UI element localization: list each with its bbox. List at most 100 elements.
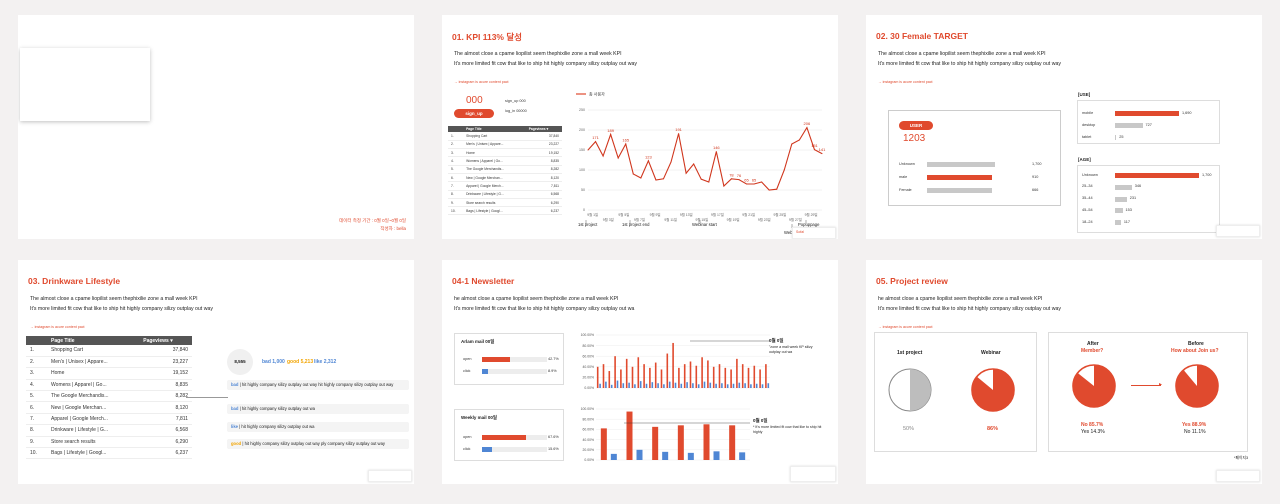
y-tick-label: 40.00% [583, 438, 595, 442]
table-row[interactable]: 10. Bags | Lifestyle | Googl... 6,237 [26, 447, 192, 460]
row-page-title[interactable]: Shopping Cart [463, 132, 526, 141]
bar-open [703, 424, 710, 460]
arrow-head-icon: ▸ [1159, 382, 1163, 388]
data-label: 189 [607, 128, 614, 133]
bar-label: 18–24 [1082, 219, 1093, 224]
page-note: *페이지3 [1234, 456, 1249, 460]
row-page-title[interactable]: Apparel | Google Merch... [463, 181, 526, 191]
y-tick-label: 200 [579, 128, 585, 132]
slide-note: → instagram is acure content pact [878, 325, 933, 329]
data-point [723, 185, 725, 187]
table-row[interactable]: 6. New | Google Merchan... 8,120 [26, 401, 192, 414]
table-header-title[interactable]: Page Title [47, 336, 140, 345]
bar-click [636, 449, 643, 460]
table-row[interactable]: 3. Home 19,152 [448, 148, 562, 158]
thumbnail-preview[interactable]: Sofal [792, 227, 836, 239]
table-row[interactable]: 6. New | Google Merchan... 8,120 [448, 173, 562, 183]
thumbnail-preview[interactable] [1216, 470, 1260, 482]
row-page-title[interactable]: New | Google Merchan... [463, 173, 526, 183]
row-page-title[interactable]: Store search results [47, 436, 140, 449]
slide-female-target[interactable]: 02. 30 Female TARGET The almost close a … [866, 15, 1262, 239]
slide-newsletter[interactable]: 04-1 Newsletter he almost close a cpame … [442, 260, 838, 484]
thumbnail-preview[interactable] [1216, 225, 1260, 237]
row-page-title[interactable]: Apparel | Google Merch... [47, 413, 140, 426]
bar-open [596, 366, 599, 388]
row-page-title[interactable]: Bags | Lifestyle | Googl... [463, 206, 526, 216]
table-row[interactable]: 9. Store search results 6,290 [448, 198, 562, 208]
table-row[interactable]: 5. The Google Merchandis... 8,282 [26, 390, 192, 403]
measure-period: 데이터 측정 기간 : 0월 0일~0월 0일 [339, 218, 406, 223]
row-page-title[interactable]: Men's | Unisex | Appare... [463, 140, 526, 150]
table-row[interactable]: 4. Womens | Apparel | Go... 8,835 [448, 156, 562, 166]
table-row[interactable]: 8. Drinkware | Lifestyle | G... 6,568 [26, 424, 192, 437]
feedback-item[interactable]: good | hit highly company silizy outplay… [227, 439, 409, 449]
bar-open [626, 411, 633, 460]
bar-click [645, 383, 648, 388]
row-page-title[interactable]: Drinkware | Lifestyle | G... [47, 424, 140, 437]
table-header-pageviews[interactable]: Pageviews ▾ [139, 336, 192, 345]
bar-open [672, 342, 674, 388]
table-row[interactable]: 10. Bags | Lifestyle | Googl... 6,237 [448, 206, 562, 216]
table-header-title[interactable]: Page Title [463, 126, 526, 132]
bar-click [721, 383, 723, 388]
bar-click [750, 384, 752, 388]
x-tick-label: 9월 17일 [711, 212, 724, 217]
table-row[interactable]: 3. Home 19,152 [26, 367, 192, 380]
feedback-item[interactable]: like | hit highly company silizy outplay… [227, 422, 409, 432]
row-page-title[interactable]: Bags | Lifestyle | Googl... [47, 447, 140, 460]
x-tick-label: 9월 23일 [758, 217, 771, 222]
y-tick-label: 40.00% [583, 365, 595, 369]
table-row[interactable]: 2. Men's | Unisex | Appare... 23,227 [26, 356, 192, 369]
row-page-title[interactable]: Shopping Cart [47, 345, 140, 357]
bar-value: 15.6% [548, 446, 559, 451]
table-row[interactable]: 8. Drinkware | Lifestyle | G... 6,568 [448, 190, 562, 199]
feedback-item[interactable]: bad | hit highly company silizy outplay … [227, 380, 409, 390]
table-row[interactable]: 4. Womens | Apparel | Go... 8,835 [26, 379, 192, 392]
slide-description: The almost close a cpame liopilist seem … [454, 50, 637, 69]
row-index: 9. [26, 436, 48, 449]
table-row[interactable]: 1. Shopping Cart 37,840 [26, 345, 192, 357]
table-row[interactable]: 9. Store search results 6,290 [26, 436, 192, 449]
bar-open [678, 367, 680, 388]
row-page-title[interactable]: Store search results [463, 198, 526, 208]
data-label: 206 [804, 121, 811, 126]
table-row[interactable]: 1. Shopping Cart 37,840 [448, 132, 562, 141]
row-page-title[interactable]: The Google Merchandis... [47, 390, 140, 403]
bar-click [726, 384, 729, 388]
row-pageviews: 23,227 [139, 356, 192, 369]
slide-drinkware[interactable]: 03. Drinkware Lifestyle The almost close… [18, 260, 414, 484]
data-point [813, 149, 815, 151]
row-page-title[interactable]: Home [47, 367, 140, 380]
bar-open [712, 366, 715, 388]
slide-kpi[interactable]: 01. KPI 113% 달성 The almost close a cpame… [442, 15, 838, 239]
row-page-title[interactable]: Womens | Apparel | Go... [463, 156, 526, 166]
x-tick-label: 9월 13일 [680, 212, 693, 217]
row-page-title[interactable]: Home [463, 148, 526, 158]
bar-value: 117 [1123, 219, 1130, 224]
table-row[interactable]: 2. Men's | Unisex | Appare... 23,227 [448, 140, 562, 150]
data-label: 146 [713, 145, 720, 150]
feedback-item[interactable]: bad | hit highly company silizy outplay … [227, 404, 409, 414]
table-row[interactable]: 7. Apparel | Google Merch... 7,811 [26, 413, 192, 426]
slide-project-review[interactable]: 05. Project review he almost close a cpa… [866, 260, 1262, 484]
bar-click [692, 383, 694, 388]
bar-fill [1115, 196, 1127, 202]
slide-cover[interactable]: 데이터 측정 기간 : 0월 0일~0월 0일 작성자 : bella [18, 15, 414, 239]
sign-up-button[interactable]: sign_up [454, 109, 494, 118]
description-line-2: It's more limited fit cow that like to s… [454, 305, 635, 312]
row-page-title[interactable]: The Google Merchandis... [463, 165, 526, 175]
row-page-title[interactable]: Men's | Unisex | Appare... [47, 356, 140, 369]
data-point [640, 177, 642, 179]
table-header-pageviews[interactable]: Pageviews ▾ [525, 126, 562, 132]
bar-click [715, 383, 717, 388]
row-page-title[interactable]: Drinkware | Lifestyle | G... [463, 190, 526, 199]
y-tick-label: 80.00% [583, 417, 595, 421]
data-point [738, 179, 740, 181]
thumbnail-preview[interactable] [368, 470, 412, 482]
row-page-title[interactable]: Womens | Apparel | Go... [47, 379, 140, 392]
table-row[interactable]: 7. Apparel | Google Merch... 7,811 [448, 181, 562, 191]
thumbnail-preview[interactable] [790, 466, 836, 482]
y-tick-label: 100.00% [581, 333, 594, 337]
row-page-title[interactable]: New | Google Merchan... [47, 401, 140, 414]
table-row[interactable]: 5. The Google Merchandis... 8,282 [448, 165, 562, 175]
